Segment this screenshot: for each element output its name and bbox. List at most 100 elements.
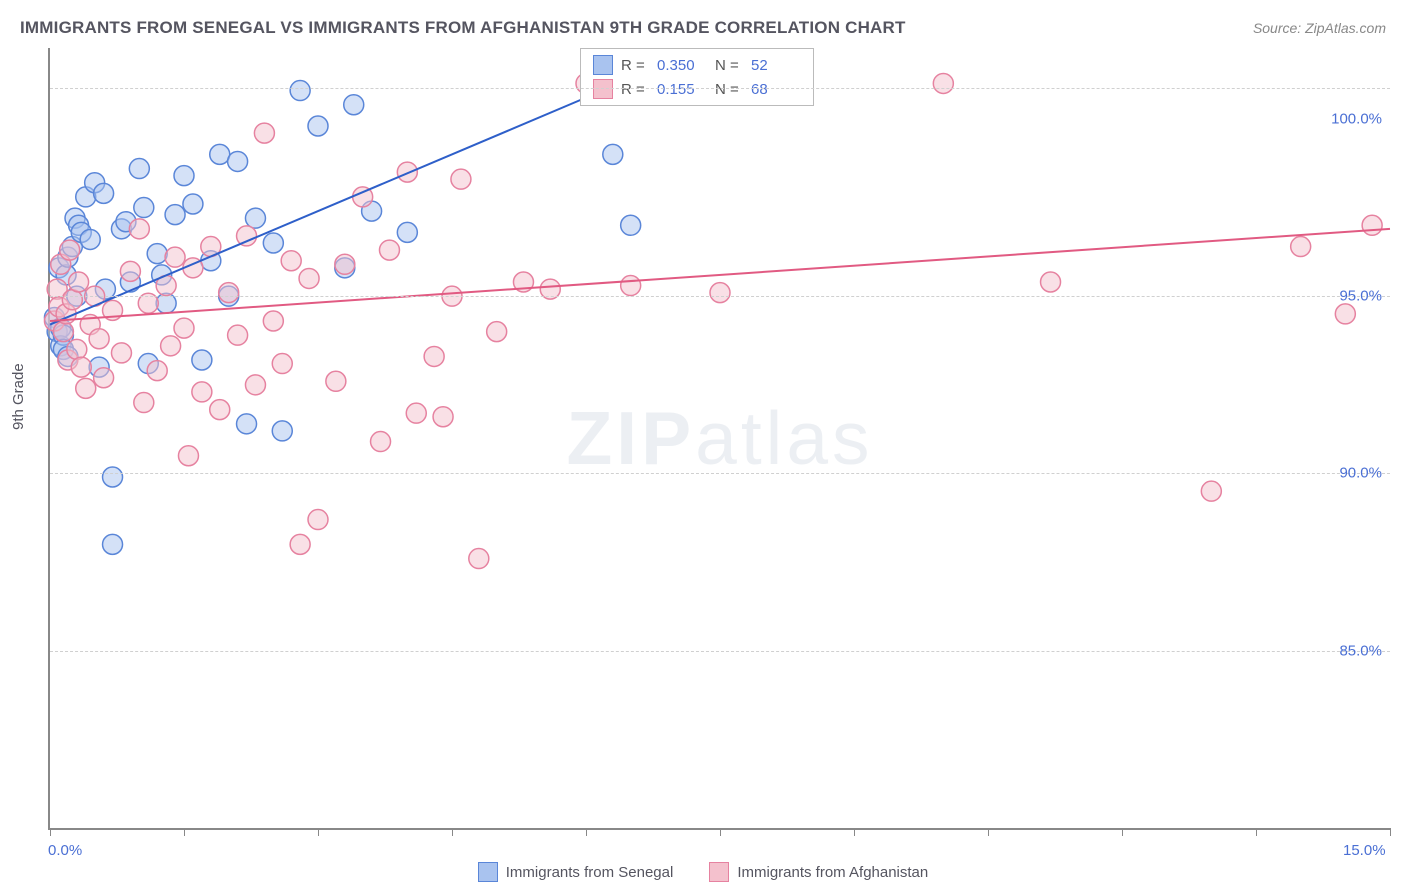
data-point (397, 222, 417, 242)
data-point (379, 240, 399, 260)
xaxis-label: 0.0% (48, 842, 82, 859)
data-point (335, 254, 355, 274)
plot-svg (50, 48, 1390, 828)
data-point (371, 432, 391, 452)
data-point (245, 208, 265, 228)
data-point (103, 467, 123, 487)
xtick (586, 828, 587, 836)
data-point (290, 534, 310, 554)
data-point (228, 325, 248, 345)
data-point (308, 510, 328, 530)
source-label: Source: ZipAtlas.com (1253, 20, 1386, 36)
data-point (192, 350, 212, 370)
legend-label: Immigrants from Senegal (506, 864, 674, 881)
data-point (621, 276, 641, 296)
data-point (69, 272, 89, 292)
legend-swatch (709, 862, 729, 882)
gridline (50, 473, 1390, 474)
data-point (1041, 272, 1061, 292)
data-point (210, 144, 230, 164)
data-point (433, 407, 453, 427)
data-point (183, 194, 203, 214)
data-point (1291, 237, 1311, 257)
xtick (988, 828, 989, 836)
legend-n-label: N = (715, 57, 743, 74)
data-point (174, 166, 194, 186)
data-point (451, 169, 471, 189)
data-point (245, 375, 265, 395)
data-point (308, 116, 328, 136)
legend-item: Immigrants from Afghanistan (709, 862, 928, 882)
data-point (1335, 304, 1355, 324)
xtick (854, 828, 855, 836)
data-point (80, 229, 100, 249)
gridline (50, 651, 1390, 652)
data-point (134, 198, 154, 218)
legend-r-label: R = (621, 57, 649, 74)
data-point (621, 215, 641, 235)
gridline (50, 296, 1390, 297)
legend-r-value: 0.350 (657, 57, 707, 74)
data-point (89, 329, 109, 349)
data-point (111, 343, 131, 363)
legend-row: R = 0.155 N = 68 (581, 77, 813, 101)
legend-swatch (478, 862, 498, 882)
data-point (129, 219, 149, 239)
data-point (603, 144, 623, 164)
data-point (165, 205, 185, 225)
data-point (178, 446, 198, 466)
xtick (1122, 828, 1123, 836)
data-point (290, 81, 310, 101)
data-point (254, 123, 274, 143)
data-point (263, 311, 283, 331)
ytick-label: 85.0% (1339, 642, 1382, 659)
data-point (272, 354, 292, 374)
gridline (50, 88, 1390, 89)
ytick-label: 95.0% (1339, 288, 1382, 305)
data-point (192, 382, 212, 402)
data-point (134, 393, 154, 413)
data-point (120, 261, 140, 281)
xtick (50, 828, 51, 836)
data-point (424, 346, 444, 366)
data-point (469, 549, 489, 569)
data-point (281, 251, 301, 271)
ytick-label: 90.0% (1339, 465, 1382, 482)
data-point (933, 73, 953, 93)
legend-swatch (593, 79, 613, 99)
data-point (147, 244, 167, 264)
xaxis-label: 15.0% (1343, 842, 1386, 859)
legend-row: R =0.350N =52 (581, 53, 813, 77)
ytick-label: 100.0% (1331, 110, 1382, 127)
legend-r-value: 0.155 (657, 81, 707, 98)
data-point (62, 290, 82, 310)
data-point (219, 283, 239, 303)
legend-n-label: N = (715, 81, 743, 98)
data-point (228, 151, 248, 171)
data-point (94, 368, 114, 388)
data-point (710, 283, 730, 303)
legend-label: Immigrants from Afghanistan (737, 864, 928, 881)
data-point (94, 183, 114, 203)
data-point (53, 322, 73, 342)
chart-title: IMMIGRANTS FROM SENEGAL VS IMMIGRANTS FR… (20, 18, 906, 38)
data-point (487, 322, 507, 342)
legend-bottom: Immigrants from Senegal Immigrants from A… (0, 862, 1406, 886)
xtick (184, 828, 185, 836)
data-point (161, 336, 181, 356)
data-point (60, 240, 80, 260)
legend-r-label: R = (621, 81, 649, 98)
xtick (1256, 828, 1257, 836)
data-point (272, 421, 292, 441)
data-point (103, 534, 123, 554)
legend-swatch (593, 55, 613, 75)
xtick (1390, 828, 1391, 836)
data-point (326, 371, 346, 391)
legend-item: Immigrants from Senegal (478, 862, 674, 882)
data-point (237, 414, 257, 434)
legend-n-value: 68 (751, 81, 801, 98)
data-point (263, 233, 283, 253)
data-point (406, 403, 426, 423)
data-point (174, 318, 194, 338)
data-point (76, 378, 96, 398)
